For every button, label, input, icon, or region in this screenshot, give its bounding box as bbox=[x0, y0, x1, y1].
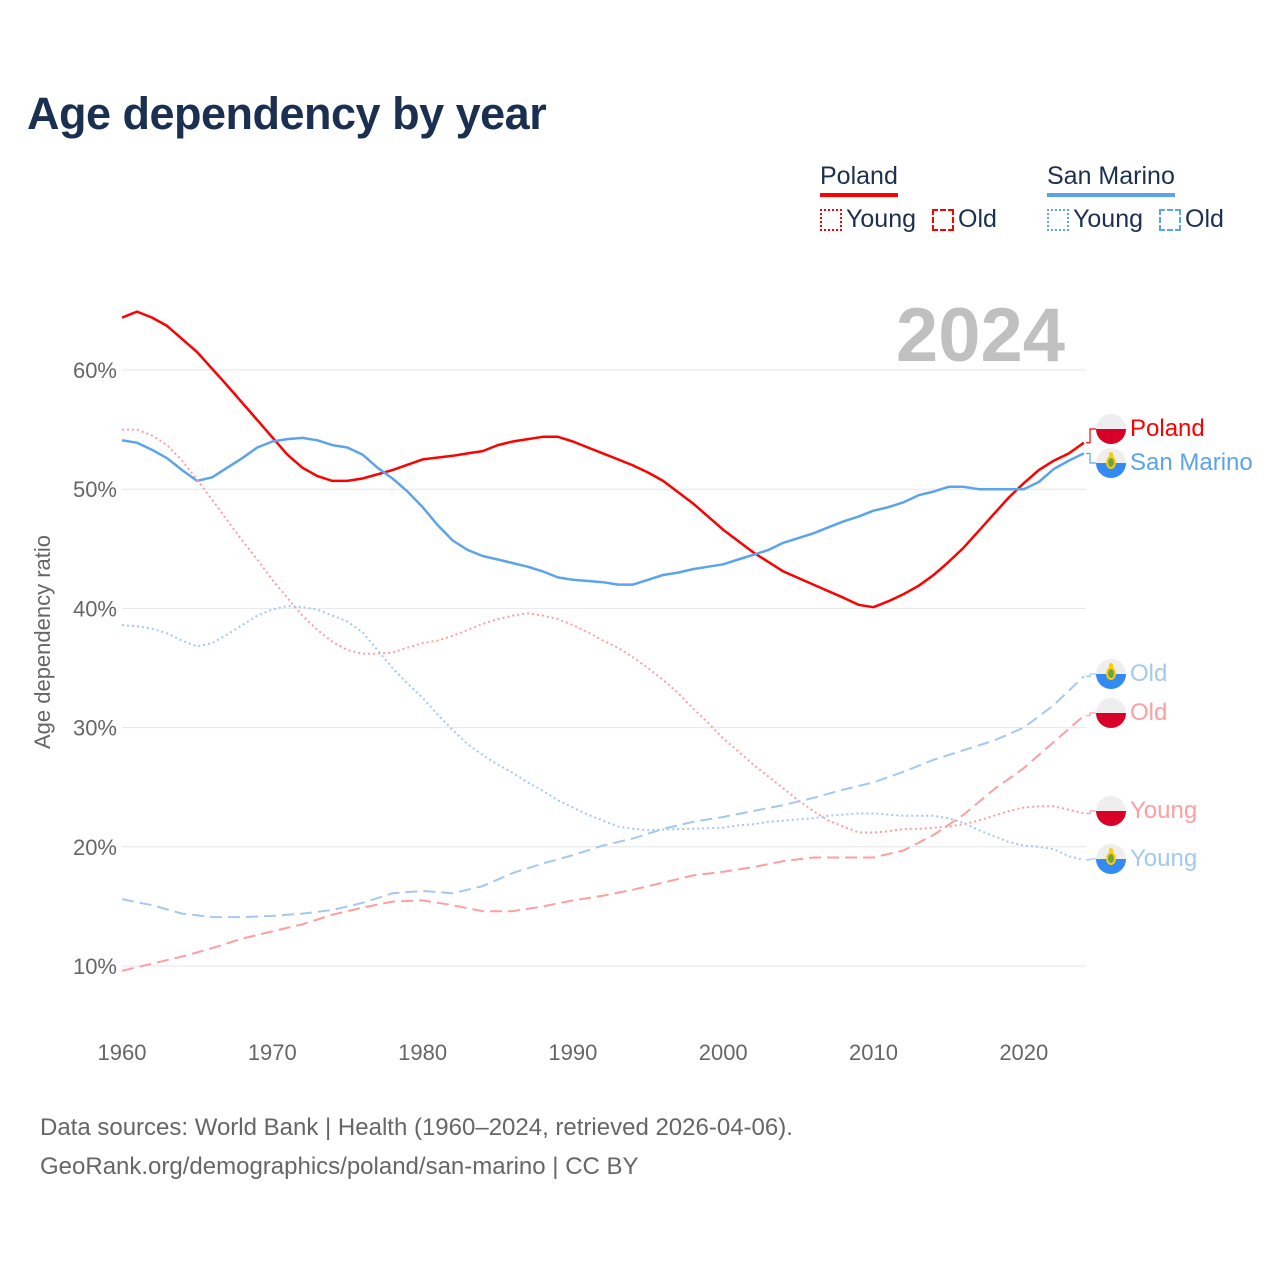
poland-flag-icon bbox=[1096, 698, 1126, 728]
x-tick-label: 2010 bbox=[849, 1040, 898, 1065]
label-connector bbox=[1086, 428, 1096, 444]
san-marino-flag-icon bbox=[1096, 844, 1126, 874]
legend-item-label: Young bbox=[1073, 205, 1143, 233]
legend-san-marino-young[interactable]: Young bbox=[1047, 205, 1143, 234]
legend-poland-young[interactable]: Young bbox=[820, 205, 916, 234]
dotted-swatch-icon bbox=[820, 208, 842, 231]
label-connector bbox=[1086, 810, 1096, 815]
source-note: Data sources: World Bank | Health (1960–… bbox=[40, 1108, 793, 1186]
end-label-san-marino-total: San Marino bbox=[1130, 449, 1253, 476]
label-connector bbox=[1086, 858, 1096, 861]
series-line-poland-young bbox=[122, 428, 1085, 834]
y-tick-label: 60% bbox=[73, 358, 117, 383]
dashed-swatch-icon bbox=[932, 208, 954, 231]
y-tick-label: 40% bbox=[73, 596, 117, 621]
series-line-san-marino-total bbox=[121, 436, 1085, 586]
series-line-san-marino-young bbox=[121, 605, 1085, 861]
label-connector bbox=[1086, 452, 1096, 464]
x-tick-label: 1980 bbox=[398, 1040, 447, 1065]
x-tick-label: 2020 bbox=[999, 1040, 1048, 1065]
poland-flag-icon bbox=[1096, 796, 1126, 826]
legend-san-marino: San Marino Young Old bbox=[1047, 162, 1224, 234]
series-line-poland-old bbox=[121, 714, 1085, 972]
dashed-swatch-icon bbox=[1159, 208, 1181, 231]
y-tick-label: 20% bbox=[73, 835, 117, 860]
legend-poland: Poland Young Old bbox=[820, 162, 997, 234]
series-line-poland-total bbox=[121, 310, 1085, 609]
legend-item-label: Old bbox=[1185, 205, 1224, 233]
san-marino-flag-icon bbox=[1096, 448, 1126, 478]
label-connector bbox=[1086, 673, 1096, 677]
x-tick-label: 1960 bbox=[98, 1040, 147, 1065]
x-tick-label: 2000 bbox=[699, 1040, 748, 1065]
y-axis-label: Age dependency ratio bbox=[30, 535, 55, 749]
end-label-san-marino-young: Young bbox=[1130, 845, 1198, 872]
series-line-san-marino-old bbox=[121, 675, 1085, 919]
dotted-swatch-icon bbox=[1047, 208, 1069, 231]
x-tick-label: 1970 bbox=[248, 1040, 297, 1065]
end-label-poland-total: Poland bbox=[1130, 415, 1205, 442]
legend-san-marino-old[interactable]: Old bbox=[1159, 205, 1224, 234]
legend-poland-old[interactable]: Old bbox=[932, 205, 997, 234]
y-tick-label: 50% bbox=[73, 477, 117, 502]
san-marino-flag-icon bbox=[1096, 659, 1126, 689]
end-label-poland-young: Young bbox=[1130, 797, 1198, 824]
y-tick-label: 10% bbox=[73, 954, 117, 979]
current-year-watermark: 2024 bbox=[895, 293, 1065, 378]
legend-item-label: Old bbox=[958, 205, 997, 233]
legend-poland-label[interactable]: Poland bbox=[820, 162, 898, 197]
legend-san-marino-label[interactable]: San Marino bbox=[1047, 162, 1175, 197]
label-connector bbox=[1086, 712, 1096, 717]
y-tick-label: 30% bbox=[73, 716, 117, 741]
chart-title: Age dependency by year bbox=[27, 88, 547, 139]
source-line-1: Data sources: World Bank | Health (1960–… bbox=[40, 1114, 793, 1141]
end-label-san-marino-old: Old bbox=[1130, 660, 1168, 687]
end-label-poland-old: Old bbox=[1130, 699, 1168, 726]
legend-item-label: Young bbox=[846, 205, 916, 233]
x-tick-label: 1990 bbox=[548, 1040, 597, 1065]
poland-flag-icon bbox=[1096, 414, 1126, 444]
source-line-2[interactable]: GeoRank.org/demographics/poland/san-mari… bbox=[40, 1153, 639, 1180]
